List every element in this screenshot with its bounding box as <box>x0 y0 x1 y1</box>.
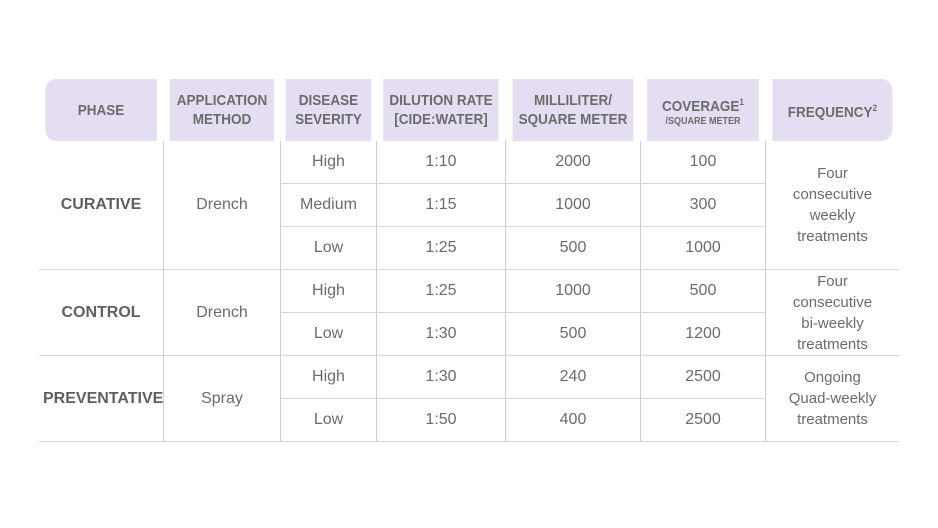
dilution-cell: 1:15 <box>376 184 505 227</box>
header-frequency: FREQUENCY2 <box>771 79 893 141</box>
table-row: CURATIVE Drench High 1:10 2000 100 Four consecu… <box>39 141 899 270</box>
frequency-line: bi-weekly <box>801 314 864 332</box>
milliliter-cell: 500 <box>505 227 640 270</box>
application-method-cell: Drench <box>163 270 280 356</box>
frequency-line: consecutive <box>792 186 873 203</box>
coverage-cell: 300 <box>640 184 765 227</box>
table-row: Low 1:30 500 1200 <box>39 313 899 356</box>
frequency-cell: Four consecutive bi-weekly treatments <box>765 270 899 356</box>
severity-cell: High <box>280 270 376 313</box>
treatment-table: PHASE APPLICATION METHOD DISEASE SEVERITY … <box>39 79 899 442</box>
frequency-line: consecutive <box>792 293 873 311</box>
milliliter-cell: 240 <box>505 356 640 399</box>
dilution-cell: 1:25 <box>376 227 505 270</box>
table-row: Medium 1:15 1000 300 <box>39 184 899 227</box>
application-method-cell: Drench <box>163 141 280 270</box>
dilution-cell: 1:30 <box>376 356 505 399</box>
coverage-cell: 100 <box>640 141 765 184</box>
milliliter-cell: 500 <box>505 313 640 356</box>
coverage-cell: 1000 <box>640 227 765 270</box>
table-row: Low 1:25 500 1000 <box>39 227 899 270</box>
header-row: PHASE APPLICATION METHOD DISEASE SEVERITY … <box>39 79 899 141</box>
header-dilution-rate: DILUTION RATE [CIDE:WATER] <box>382 79 499 141</box>
severity-cell: Medium <box>280 184 376 227</box>
table-row: PREVENTATIVE Spray High 1:30 240 2500 Ongoing Q… <box>39 356 899 442</box>
table-row: CONTROL Drench High 1:25 1000 500 Four consecut… <box>39 270 899 356</box>
coverage-cell: 2500 <box>640 356 765 399</box>
frequency-line: treatments <box>797 335 868 353</box>
frequency-line: weekly <box>809 207 856 224</box>
frequency-line: Four <box>817 165 848 182</box>
severity-cell: Low <box>280 313 376 356</box>
header-application-method: APPLICATION METHOD <box>168 79 275 141</box>
phase-cell: PREVENTATIVE <box>39 356 163 442</box>
header-coverage: COVERAGE1 /SQUARE METER <box>646 79 759 141</box>
frequency-line: Quad-weekly <box>788 390 877 407</box>
phase-cell: CONTROL <box>39 270 163 356</box>
frequency-line: treatments <box>797 411 868 428</box>
coverage-cell: 500 <box>640 270 765 313</box>
coverage-cell: 2500 <box>640 399 765 442</box>
header-disease-severity: DISEASE SEVERITY <box>284 79 372 141</box>
table-body: CURATIVE Drench High 1:10 2000 100 Four consecu… <box>39 141 899 442</box>
severity-cell: Low <box>280 227 376 270</box>
severity-cell: High <box>280 141 376 184</box>
milliliter-cell: 1000 <box>505 184 640 227</box>
frequency-line: Ongoing <box>804 369 861 386</box>
table-header: PHASE APPLICATION METHOD DISEASE SEVERITY … <box>39 79 899 141</box>
milliliter-cell: 400 <box>505 399 640 442</box>
dilution-cell: 1:25 <box>376 270 505 313</box>
frequency-line: treatments <box>797 228 868 245</box>
dilution-cell: 1:50 <box>376 399 505 442</box>
header-phase: PHASE <box>45 79 157 141</box>
severity-cell: Low <box>280 399 376 442</box>
severity-cell: High <box>280 356 376 399</box>
phase-cell: CURATIVE <box>39 141 163 270</box>
milliliter-cell: 1000 <box>505 270 640 313</box>
frequency-cell: Four consecutive weekly treatments <box>765 141 899 270</box>
application-method-cell: Spray <box>163 356 280 442</box>
frequency-cell: Ongoing Quad-weekly treatments <box>765 356 899 442</box>
treatment-table-container: PHASE APPLICATION METHOD DISEASE SEVERITY … <box>39 79 899 442</box>
milliliter-cell: 2000 <box>505 141 640 184</box>
frequency-line: Four <box>817 272 848 290</box>
coverage-cell: 1200 <box>640 313 765 356</box>
table-row: Low 1:50 400 2500 <box>39 399 899 442</box>
dilution-cell: 1:30 <box>376 313 505 356</box>
dilution-cell: 1:10 <box>376 141 505 184</box>
header-milliliter: MILLILITER/SQUARE METER <box>511 79 634 141</box>
